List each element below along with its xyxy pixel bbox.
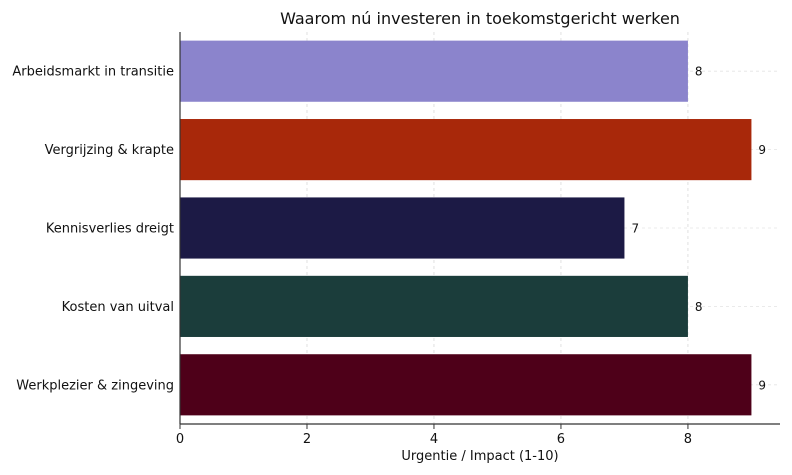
category-label: Werkplezier & zingeving xyxy=(16,378,174,393)
bar xyxy=(180,40,688,102)
bar xyxy=(180,275,688,337)
x-tick-label: 4 xyxy=(430,432,438,447)
x-tick-label: 0 xyxy=(176,432,184,447)
value-label: 8 xyxy=(695,300,703,314)
y-axis-categories: Arbeidsmarkt in transitie Vergrijzing & k… xyxy=(12,65,174,394)
axes xyxy=(179,32,780,425)
x-tick-label: 8 xyxy=(684,432,692,447)
chart-title: Waarom nú investeren in toekomstgericht … xyxy=(280,9,680,28)
value-label: 9 xyxy=(758,143,766,157)
bar xyxy=(180,354,752,416)
value-labels: 8 9 7 8 9 xyxy=(631,65,766,393)
x-axis-ticks: 0 2 4 6 8 xyxy=(176,424,692,447)
category-label: Kosten van uitval xyxy=(62,300,174,315)
value-label: 8 xyxy=(695,65,703,79)
category-label: Vergrijzing & krapte xyxy=(45,143,174,158)
bar xyxy=(180,197,625,259)
value-label: 9 xyxy=(758,378,766,392)
x-tick-label: 6 xyxy=(557,432,565,447)
x-axis-label: Urgentie / Impact (1-10) xyxy=(401,449,558,464)
category-label: Kennisverlies dreigt xyxy=(46,222,174,237)
bars xyxy=(180,40,752,416)
bar xyxy=(180,119,752,181)
category-label: Arbeidsmarkt in transitie xyxy=(12,65,174,80)
x-tick-label: 2 xyxy=(303,432,311,447)
value-label: 7 xyxy=(631,222,639,236)
